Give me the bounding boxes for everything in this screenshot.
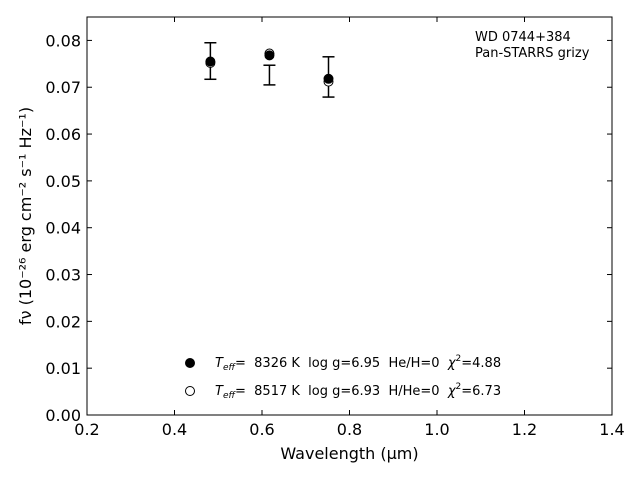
legend-marker-open	[185, 386, 195, 396]
tick-labels: 0.2 0.4 0.6 0.8 1.0 1.2 1.4 0.00 0.01 0.02 0.03 0.0…	[45, 31, 624, 439]
x-axis-label: Wavelength (μm)	[280, 444, 418, 463]
x-tick-label: 0.2	[74, 420, 99, 439]
data-point-filled	[323, 73, 334, 84]
x-tick-label: 0.4	[162, 420, 187, 439]
y-axis-label: fν (10⁻²⁶ erg cm⁻² s⁻¹ Hz⁻¹)	[16, 107, 35, 325]
survey-annotation: Pan-STARRS grizy	[475, 46, 590, 61]
data-point-filled	[205, 56, 216, 67]
x-tick-label: 0.6	[249, 420, 274, 439]
legend-entry-filled: Teff= 8326 K log g=6.95 He/H=0 χ2=4.88	[215, 354, 501, 373]
y-tick-label: 0.07	[45, 78, 81, 97]
model-points	[205, 48, 334, 87]
plot-frame	[86, 16, 613, 416]
legend-marker-filled	[185, 358, 195, 368]
x-tick-label: 1.2	[512, 420, 537, 439]
y-tick-label: 0.05	[45, 172, 81, 191]
y-tick-label: 0.04	[45, 219, 81, 238]
y-tick-label: 0.06	[45, 125, 81, 144]
x-tick-label: 1.0	[424, 420, 449, 439]
data-point-filled	[264, 50, 275, 61]
y-tick-label: 0.00	[45, 406, 81, 425]
object-name-annotation: WD 0744+384	[475, 30, 571, 45]
x-tick-label: 0.8	[337, 420, 362, 439]
y-tick-label: 0.01	[45, 359, 81, 378]
legend: Teff= 8326 K log g=6.95 He/H=0 χ2=4.88 T…	[185, 354, 501, 401]
y-tick-label: 0.08	[45, 31, 81, 50]
x-tick-label: 1.4	[599, 420, 624, 439]
y-tick-label: 0.02	[45, 312, 81, 331]
legend-entry-open: Teff= 8517 K log g=6.93 H/He=0 χ2=6.73	[215, 382, 501, 401]
y-tick-label: 0.03	[45, 266, 81, 285]
observed-errorbars	[204, 42, 335, 98]
